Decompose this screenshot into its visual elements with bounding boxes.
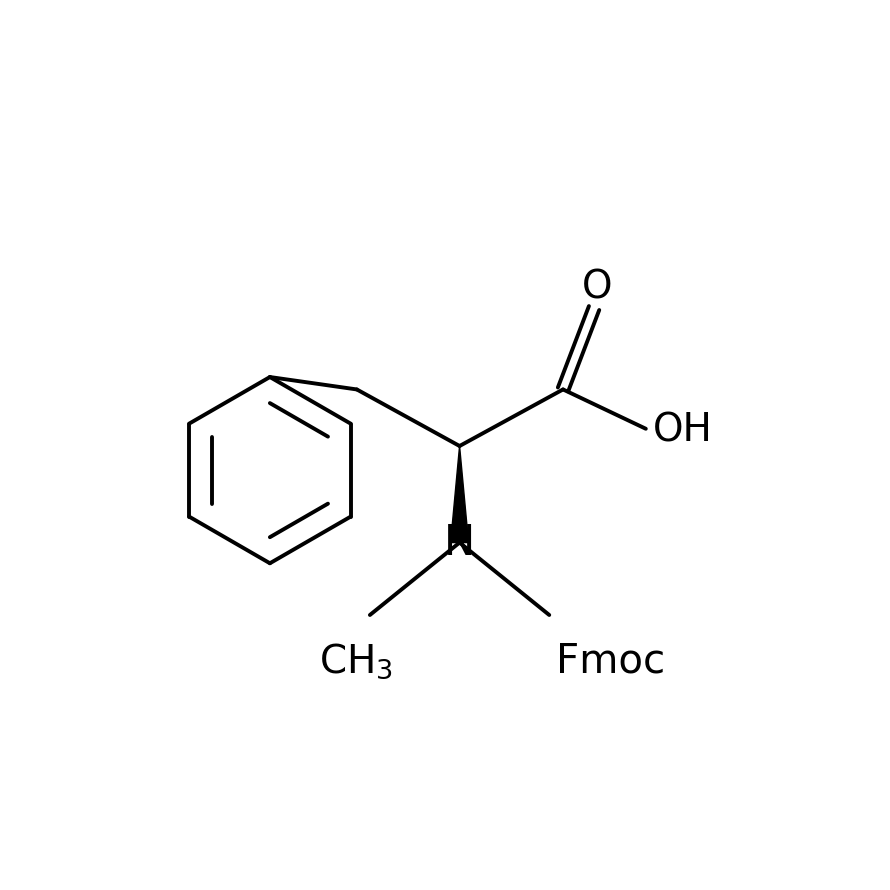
Text: O: O [582, 269, 613, 306]
Polygon shape [450, 446, 468, 543]
Text: CH$_3$: CH$_3$ [320, 641, 393, 681]
Text: OH: OH [652, 411, 713, 449]
Text: N: N [444, 522, 475, 563]
Text: Fmoc: Fmoc [556, 641, 665, 681]
